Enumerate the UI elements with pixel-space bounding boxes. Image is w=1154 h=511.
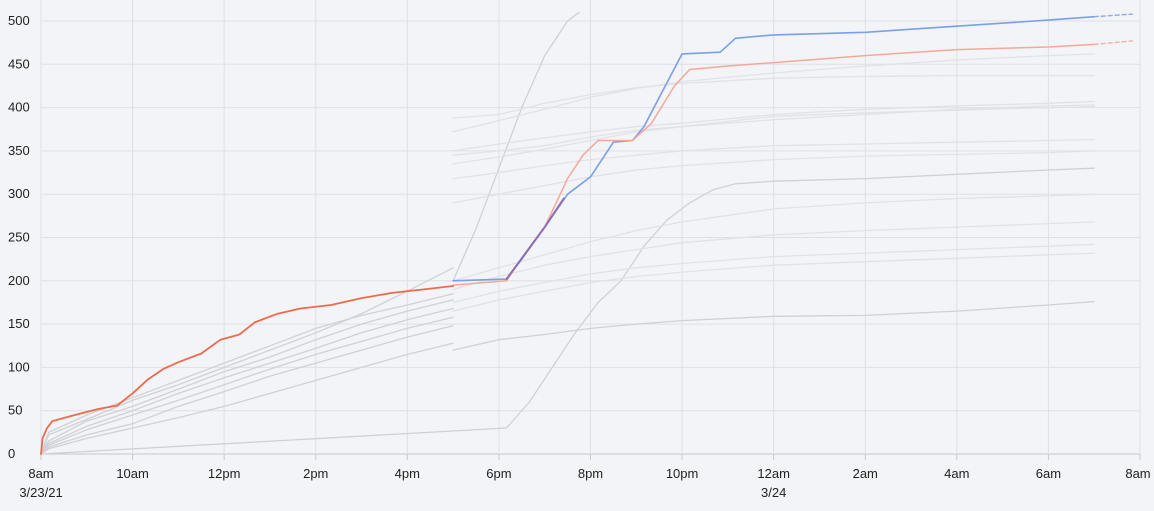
series-line-gray-right <box>452 100 1095 152</box>
y-tick-label: 50 <box>8 403 22 418</box>
series-line-gray-left <box>40 342 454 455</box>
y-tick-label: 300 <box>8 186 30 201</box>
series-line-gray-left <box>40 299 454 455</box>
series-lines <box>40 11 1134 455</box>
x-tick-label: 8am <box>28 466 53 481</box>
x-tick-label: 4am <box>944 466 969 481</box>
series-line-gray-left <box>40 307 454 455</box>
series-line-gray-right <box>452 221 1095 291</box>
series-line-right-blue-projection <box>1093 13 1134 18</box>
y-tick-label: 350 <box>8 143 30 158</box>
y-tick-label: 500 <box>8 13 30 28</box>
x-tick-label: 6am <box>1036 466 1061 481</box>
series-line-gray-right <box>452 53 1095 133</box>
series-line-right-salmon-projection <box>1093 40 1134 46</box>
x-tick-label: 12am <box>757 466 790 481</box>
y-tick-label: 100 <box>8 359 30 374</box>
series-line-gray-right <box>452 106 1095 165</box>
series-line-gray-right <box>452 243 1095 304</box>
series-line-gray-right <box>452 74 1095 119</box>
x-tick-label: 4pm <box>395 466 420 481</box>
x-tick-label: 10am <box>116 466 149 481</box>
series-line-gray-right <box>452 252 1095 312</box>
x-tick-sublabel: 3/23/21 <box>19 485 62 500</box>
x-axis-ticks: 8am 3/23/21 10am 12pm 2pm 4pm 6pm 8pm 10pm 12am 3/… <box>19 466 1150 500</box>
y-axis-ticks: 0 50 100 150 200 250 300 350 400 450 500 <box>8 13 30 461</box>
grid <box>40 0 1141 460</box>
x-tick-label: 12pm <box>208 466 241 481</box>
series-line-gray-left <box>40 316 454 455</box>
series-line-gray-left <box>40 267 454 455</box>
y-tick-label: 200 <box>8 273 30 288</box>
series-line-gray-left <box>40 325 454 455</box>
series-line-gray-right <box>452 150 1095 204</box>
series-line-gray-steep <box>452 11 580 282</box>
x-tick-label: 2pm <box>303 466 328 481</box>
series-line-gray-left <box>40 293 454 455</box>
y-tick-label: 250 <box>8 230 30 245</box>
series-line-gray-full <box>40 167 1095 455</box>
y-tick-label: 0 <box>8 446 15 461</box>
y-tick-label: 450 <box>8 56 30 71</box>
x-tick-sublabel: 3/24 <box>761 485 786 500</box>
series-line-gray-right <box>452 138 1095 180</box>
series-line-left-highlight <box>40 285 454 455</box>
y-tick-label: 150 <box>8 316 30 331</box>
series-line-gray-right <box>452 193 1095 282</box>
x-tick-label: 10pm <box>666 466 699 481</box>
x-tick-label: 8am <box>1125 466 1150 481</box>
series-line-gray-full <box>452 300 1095 351</box>
x-tick-label: 2am <box>853 466 878 481</box>
y-tick-label: 400 <box>8 100 30 115</box>
x-tick-label: 6pm <box>486 466 511 481</box>
series-line-overlap <box>505 197 565 281</box>
x-tick-label: 8pm <box>578 466 603 481</box>
